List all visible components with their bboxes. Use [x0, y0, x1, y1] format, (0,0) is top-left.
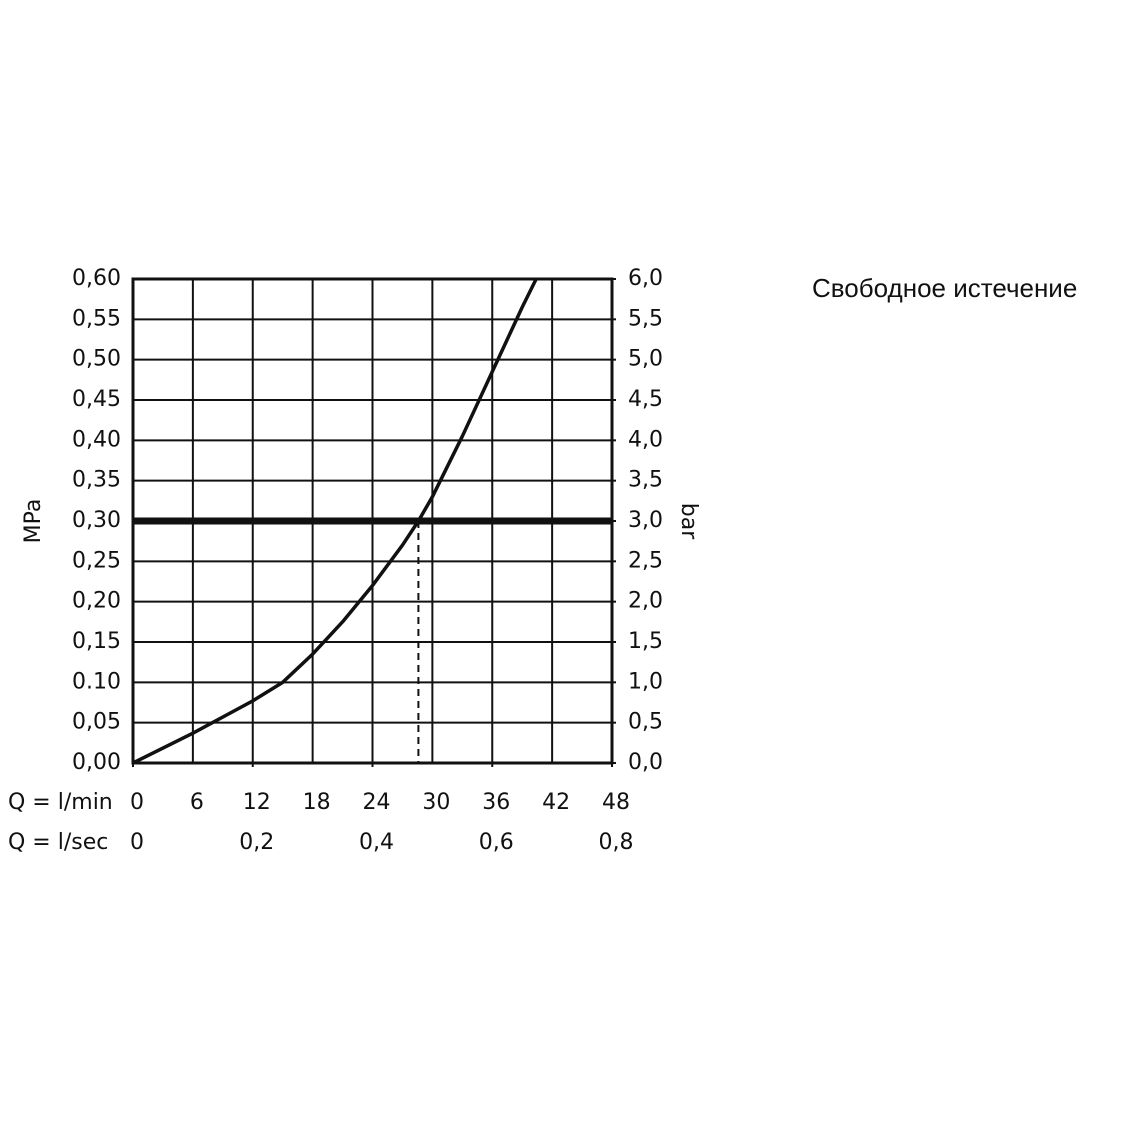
y2-tick-label: 2,5 — [628, 548, 663, 573]
x2-tick-label: 0 — [130, 830, 144, 855]
x-tick-label: 42 — [542, 790, 570, 815]
x-tick-label: 48 — [602, 790, 630, 815]
y2-axis-label: bar — [676, 503, 701, 540]
y-axis-label: MPa — [21, 499, 46, 544]
y2-tick-label: 4,5 — [628, 387, 663, 412]
x-tick-label: 36 — [482, 790, 510, 815]
x-tick-label: 18 — [303, 790, 331, 815]
y2-tick-label: 5,0 — [628, 347, 663, 372]
y-tick-label: 0,30 — [72, 508, 121, 533]
y-tick-label: 0,15 — [72, 629, 121, 654]
y-tick-label: 0,20 — [72, 589, 121, 614]
chart-title: Свободное истечение — [812, 273, 1077, 303]
y2-tick-label: 1,0 — [628, 669, 663, 694]
x-tick-label: 12 — [243, 790, 271, 815]
y2-tick-label: 5,5 — [628, 306, 663, 331]
x-axis-label: Q = l/min — [8, 790, 113, 815]
y-tick-label: 0,60 — [72, 266, 121, 291]
x2-tick-label: 0,4 — [359, 830, 394, 855]
y-tick-label: 0,05 — [72, 710, 121, 735]
x-tick-label: 0 — [130, 790, 144, 815]
y-tick-label: 0,25 — [72, 548, 121, 573]
y2-tick-label: 3,5 — [628, 468, 663, 493]
y2-tick-label: 6,0 — [628, 266, 663, 291]
x2-tick-label: 0,2 — [239, 830, 274, 855]
y2-tick-label: 4,0 — [628, 427, 663, 452]
x2-tick-label: 0,8 — [599, 830, 634, 855]
x2-tick-label: 0,6 — [479, 830, 514, 855]
y-tick-label: 0,55 — [72, 306, 121, 331]
x-tick-label: 6 — [190, 790, 204, 815]
y-tick-label: 0,00 — [72, 750, 121, 775]
x-tick-label: 30 — [422, 790, 450, 815]
y-tick-label: 0,35 — [72, 468, 121, 493]
y2-tick-label: 1,5 — [628, 629, 663, 654]
y2-tick-label: 0,0 — [628, 750, 663, 775]
y-tick-label: 0,40 — [72, 427, 121, 452]
y-tick-label: 0.10 — [72, 669, 121, 694]
y2-tick-label: 3,0 — [628, 508, 663, 533]
y2-tick-label: 2,0 — [628, 589, 663, 614]
y-tick-label: 0,50 — [72, 347, 121, 372]
x2-axis-label: Q = l/sec — [8, 830, 108, 855]
y2-tick-label: 0,5 — [628, 710, 663, 735]
curve — [132, 278, 538, 765]
x-tick-label: 24 — [363, 790, 391, 815]
y-tick-label: 0,45 — [72, 387, 121, 412]
